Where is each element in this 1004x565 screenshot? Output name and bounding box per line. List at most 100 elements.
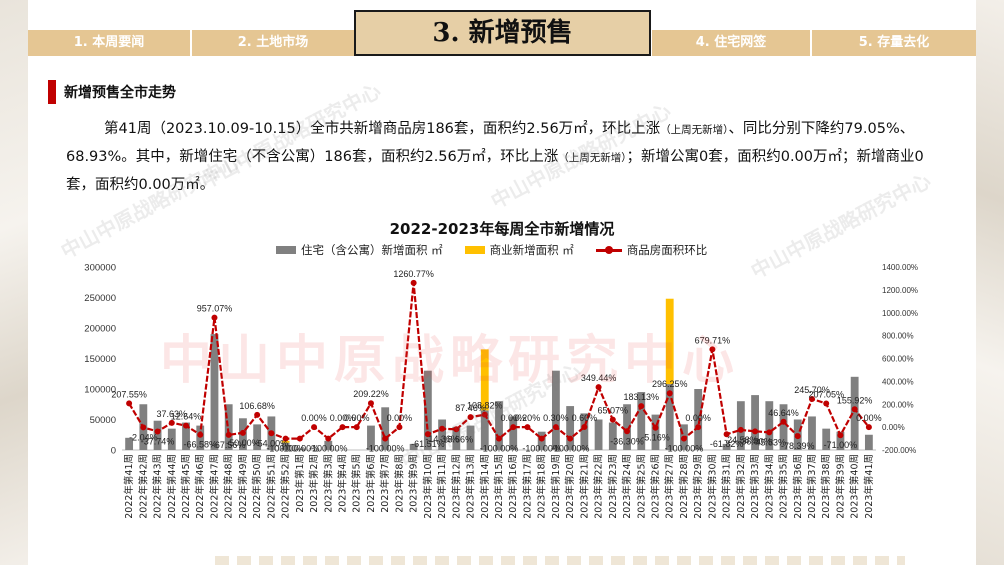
x-category-label: 2023年第8周 [393,454,405,513]
x-category-label: 2023年第6周 [365,454,377,513]
ratio-data-label: 108.82% [467,401,503,411]
ratio-data-label: -37.74% [141,436,175,446]
y-right-tick-label: 600.00% [882,355,914,364]
ratio-point [481,411,488,418]
ratio-point [780,418,787,425]
x-category-label: 2023年第18周 [536,454,548,519]
summary-paragraph: 第41周（2023.10.09-10.15）全市共新增商品房186套，面积约2.… [66,116,946,199]
ratio-data-label: 207.05% [808,389,844,399]
x-category-label: 2023年第17周 [521,454,533,519]
ratio-data-label: -78.39% [781,441,815,451]
legend-label-commercial: 商业新增面积 ㎡ [489,243,574,257]
ratio-data-label: 0.00% [301,413,327,423]
ratio-point [496,435,502,442]
bar-residential [466,425,475,450]
ratio-data-label: 65.07% [598,406,629,416]
x-category-label: 2023年第3周 [322,454,334,513]
ratio-data-label: -36.30% [610,436,644,446]
bar-residential [324,440,333,450]
bar-residential [623,404,631,450]
ratio-data-label: -100.00% [266,444,305,454]
x-category-label: 2023年第21周 [578,454,590,519]
x-category-label: 2023年第22周 [593,454,605,519]
x-category-label: 2022年第48周 [223,454,235,519]
bar-residential [637,392,646,450]
ratio-point [282,435,289,442]
y-left-tick-label: 250000 [84,293,116,304]
ratio-data-label: -100.00% [551,444,590,454]
ratio-data-label: 37.63% [157,409,188,419]
bar-residential [438,419,447,450]
x-category-label: 2023年第30周 [706,454,718,519]
x-category-label: 2022年第41周 [123,454,135,519]
y-left-tick-label: 300000 [84,263,116,274]
y-right-tick-label: 200.00% [882,400,914,409]
x-category-label: 2023年第36周 [792,454,804,519]
x-category-label: 2023年第20周 [564,454,576,519]
ratio-data-label: -100.00% [281,444,320,454]
ratio-data-label: -100.00% [665,444,704,454]
x-category-label: 2023年第40周 [849,454,861,519]
x-category-label: 2023年第29周 [692,454,704,519]
legend-ratio: 商品房面积环比 [595,242,707,258]
y-right-tick-label: 1400.00% [882,263,918,272]
x-category-label: 2022年第46周 [194,454,206,519]
ratio-data-label: 155.92% [837,395,873,405]
bar-residential [167,428,176,450]
tab-land-market[interactable]: 2. 土地市场 [192,30,354,56]
x-category-label: 2023年第24周 [621,454,633,519]
y-left-tick-label: 200000 [84,324,116,335]
x-category-label: 2023年第37周 [806,454,818,519]
tab-weekly-news[interactable]: 1. 本周要闻 [28,30,190,56]
ratio-point [183,422,190,429]
ratio-data-label: -67.56% [212,440,246,450]
bar-residential [736,401,745,450]
bar-residential [210,334,219,450]
ratio-data-label: 0.00% [344,413,370,423]
ratio-data-label: -5.16% [641,433,670,443]
legend-swatch-commercial [464,246,485,254]
ratio-data-label: -36.80% [738,436,772,446]
bar-residential [281,442,290,450]
x-category-label: 2023年第10周 [422,454,434,519]
x-category-label: 2023年第9周 [408,454,420,513]
bar-residential [367,425,375,450]
bar-residential [452,426,461,450]
ratio-data-label: 349.44% [581,373,617,383]
bar-residential [566,406,575,450]
chart-title: 2022-2023年每周全市新增情况 [389,220,615,238]
legend-swatch-ratio [595,245,622,254]
ratio-point [410,279,417,286]
y-left-tick-label: 100000 [84,385,116,396]
ratio-data-label: -100.00% [480,444,519,454]
bar-residential [153,420,162,450]
x-category-label: 2023年第13周 [465,454,477,519]
bar-residential [381,407,390,450]
ratio-point [211,314,218,321]
tab-residential-signing[interactable]: 4. 住宅网签 [652,30,810,56]
ratio-point [268,430,275,437]
x-category-label: 2023年第7周 [379,454,391,513]
ratio-point [239,429,246,436]
legend-residential: 住宅（含公寓）新增面积 ㎡ [276,242,443,258]
ratio-data-label: 0.00% [856,413,882,423]
bar-residential [836,431,845,450]
x-category-label: 2023年第33周 [749,454,761,519]
summary-part-3: ；新增公寓0套，面积约0.00万㎡；新增商业0套，面积约0.00万㎡。 [66,149,924,193]
tab-inventory[interactable]: 5. 存量去化 [812,30,976,56]
ratio-point [126,400,133,407]
x-category-label: 2022年第47周 [208,454,220,519]
ratio-point [666,390,673,397]
bar-residential [423,370,432,450]
ratio-point [823,400,830,407]
x-category-label: 2022年第51周 [265,454,277,519]
bar-residential [295,448,304,450]
x-category-label: 2023年第14周 [479,454,491,519]
tab-new-presale-active[interactable]: 3. 新增预售 [354,10,651,56]
y-left-tick-label: 50000 [90,415,116,426]
ratio-point [624,428,631,435]
x-category-label: 2023年第23周 [607,454,619,519]
bar-residential [808,416,816,450]
ratio-data-label: 0.00% [500,413,526,423]
